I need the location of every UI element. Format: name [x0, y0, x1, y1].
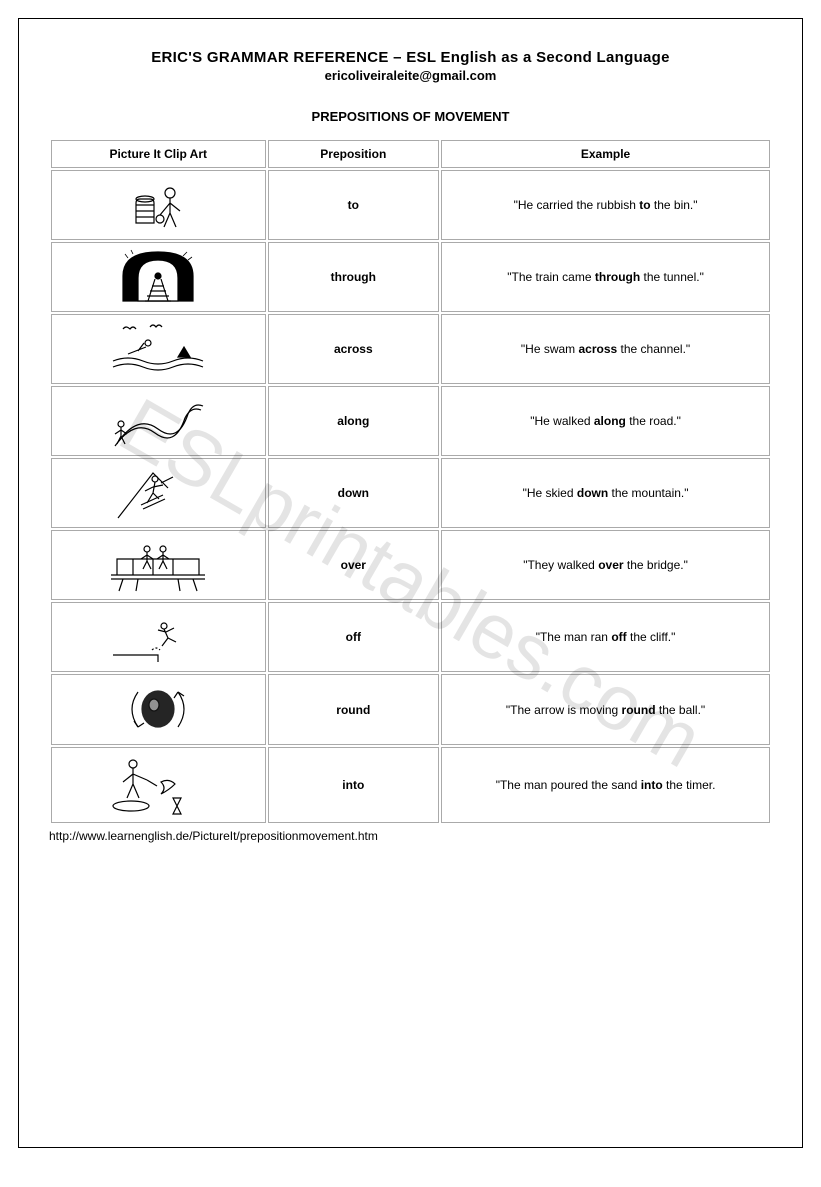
ski-mountain-icon — [54, 463, 263, 523]
example-post: the bridge." — [624, 558, 688, 572]
clipart-cell — [51, 674, 266, 745]
example-post: the mountain." — [608, 486, 688, 500]
tunnel-icon — [54, 246, 263, 308]
preposition-cell: round — [268, 674, 440, 745]
table-row: off "The man ran off the cliff." — [51, 602, 770, 672]
table-row: across "He swam across the channel." — [51, 314, 770, 384]
example-pre: "The man ran — [536, 630, 612, 644]
preposition-cell: through — [268, 242, 440, 312]
header-title: ERIC'S GRAMMAR REFERENCE – ESL English a… — [49, 49, 772, 66]
example-post: the cliff." — [627, 630, 676, 644]
example-pre: "The man poured the sand — [496, 778, 641, 792]
table-row: down "He skied down the mountain." — [51, 458, 770, 528]
example-bold: across — [579, 342, 618, 356]
preposition-cell: off — [268, 602, 440, 672]
example-post: the road." — [626, 414, 681, 428]
table-row: round "The arrow is moving round the bal… — [51, 674, 770, 745]
cliff-icon — [54, 610, 263, 665]
header-email: ericoliveiraleite@gmail.com — [49, 68, 772, 83]
example-bold: into — [641, 778, 663, 792]
example-cell: "He walked along the road." — [441, 386, 770, 456]
subtitle: PREPOSITIONS OF MOVEMENT — [49, 109, 772, 124]
preposition-cell: across — [268, 314, 440, 384]
example-cell: "He carried the rubbish to the bin." — [441, 170, 770, 240]
example-cell: "The arrow is moving round the ball." — [441, 674, 770, 745]
clipart-cell — [51, 314, 266, 384]
table-row: to "He carried the rubbish to the bin." — [51, 170, 770, 240]
table-row: into "The man poured the sand into the t… — [51, 747, 770, 823]
preposition-cell: into — [268, 747, 440, 823]
example-bold: to — [639, 198, 650, 212]
col-header-prep: Preposition — [268, 140, 440, 168]
clipart-cell — [51, 170, 266, 240]
example-post: the ball." — [656, 703, 706, 717]
table-row: over "They walked over the bridge." — [51, 530, 770, 600]
preposition-cell: over — [268, 530, 440, 600]
col-header-art: Picture It Clip Art — [51, 140, 266, 168]
clipart-cell — [51, 747, 266, 823]
rubbish-bin-icon — [54, 175, 263, 235]
ball-arrow-icon — [54, 677, 263, 742]
example-bold: along — [594, 414, 626, 428]
source-url: http://www.learnenglish.de/PictureIt/pre… — [49, 829, 772, 843]
sand-timer-icon — [54, 750, 263, 820]
clipart-cell — [51, 530, 266, 600]
bridge-icon — [54, 535, 263, 595]
prepositions-table: Picture It Clip Art Preposition Example — [49, 138, 772, 825]
example-cell: "He swam across the channel." — [441, 314, 770, 384]
example-pre: "He swam — [521, 342, 579, 356]
example-cell: "The man ran off the cliff." — [441, 602, 770, 672]
example-pre: "The arrow is moving — [506, 703, 622, 717]
clipart-cell — [51, 458, 266, 528]
example-cell: "The man poured the sand into the timer. — [441, 747, 770, 823]
table-header-row: Picture It Clip Art Preposition Example — [51, 140, 770, 168]
example-bold: round — [622, 703, 656, 717]
preposition-cell: to — [268, 170, 440, 240]
example-pre: "He walked — [530, 414, 594, 428]
example-post: the timer. — [663, 778, 716, 792]
document-page: ERIC'S GRAMMAR REFERENCE – ESL English a… — [18, 18, 803, 1148]
example-cell: "They walked over the bridge." — [441, 530, 770, 600]
table-row: through "The train came through the tunn… — [51, 242, 770, 312]
preposition-cell: down — [268, 458, 440, 528]
example-bold: over — [598, 558, 623, 572]
example-pre: "The train came — [507, 270, 595, 284]
example-bold: through — [595, 270, 640, 284]
example-cell: "The train came through the tunnel." — [441, 242, 770, 312]
clipart-cell — [51, 602, 266, 672]
example-pre: "They walked — [523, 558, 598, 572]
example-post: the channel." — [617, 342, 690, 356]
example-post: the bin." — [651, 198, 698, 212]
table-row: along "He walked along the road." — [51, 386, 770, 456]
clipart-cell — [51, 242, 266, 312]
clipart-cell — [51, 386, 266, 456]
walk-road-icon — [54, 394, 263, 449]
example-bold: off — [611, 630, 626, 644]
example-post: the tunnel." — [640, 270, 704, 284]
col-header-example: Example — [441, 140, 770, 168]
swim-channel-icon — [54, 319, 263, 379]
example-cell: "He skied down the mountain." — [441, 458, 770, 528]
preposition-cell: along — [268, 386, 440, 456]
example-pre: "He skied — [523, 486, 577, 500]
example-pre: "He carried the rubbish — [514, 198, 640, 212]
example-bold: down — [577, 486, 608, 500]
